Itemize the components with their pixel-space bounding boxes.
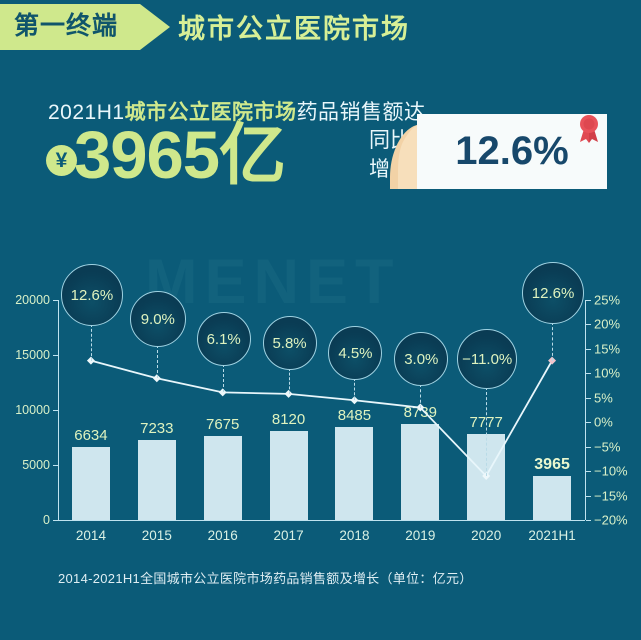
growth-card: 12.6% <box>417 114 607 189</box>
bar-value-label: 7675 <box>206 415 240 433</box>
left-axis-tick-label: 10000 <box>15 403 50 417</box>
growth-bubble: 9.0% <box>129 291 186 347</box>
line-marker <box>548 356 557 365</box>
growth-bubble: 6.1% <box>196 312 251 366</box>
growth-bubble: 12.6% <box>522 262 585 324</box>
left-axis-tick-label: 0 <box>43 513 50 527</box>
right-axis-tick-label: −20% <box>594 512 628 528</box>
growth-bubble: 12.6% <box>60 264 123 326</box>
line-marker <box>284 389 293 398</box>
bar-value-label: 6634 <box>74 427 108 445</box>
bar-value-label: 8120 <box>271 410 306 428</box>
header-banner-shape <box>0 4 170 50</box>
right-axis-tick-label: 25% <box>594 292 621 308</box>
right-axis-tick-label: −5% <box>594 439 621 455</box>
line-marker <box>86 356 95 365</box>
left-axis-tick-label: 5000 <box>22 458 50 472</box>
bubble-leader-line <box>552 322 554 361</box>
chart-area: MENET 20000 15000 10000 5000 0 25% 20% 15% 10% 5%… <box>0 230 641 560</box>
hand-holding-icon <box>390 125 417 189</box>
left-axis-tick-label: 15000 <box>15 348 50 362</box>
chart-bar <box>401 423 440 520</box>
growth-bubble: 4.5% <box>328 326 383 380</box>
x-axis-tick-label: 2021H1 <box>528 528 576 543</box>
right-axis-tick <box>586 520 591 521</box>
bar-value-label: 8485 <box>337 406 372 424</box>
chart-bar <box>335 426 374 520</box>
right-axis-tick <box>586 446 591 448</box>
bar-value-label: 3965 <box>534 456 570 474</box>
chart-bar <box>269 430 308 520</box>
bubble-leader-line <box>90 324 92 361</box>
watermark-text: MENET <box>145 247 401 317</box>
left-axis-tick <box>53 300 58 301</box>
headline-prefix: 2021H1 <box>48 101 125 124</box>
chart-bar <box>71 447 110 520</box>
ribbon-award-icon <box>580 115 598 143</box>
left-axis-tick-label: 20000 <box>15 293 50 307</box>
left-axis-tick <box>53 520 58 521</box>
right-axis-tick <box>586 300 591 301</box>
chart-bar <box>137 440 176 520</box>
right-axis-tick <box>586 471 591 473</box>
bubble-leader-line <box>156 345 158 379</box>
x-axis-tick-label: 2015 <box>141 528 172 543</box>
growth-card-value: 12.6% <box>455 129 569 173</box>
left-axis-tick <box>53 410 58 411</box>
headline-subtitle: 2021H1城市公立医院市场药品销售额达 <box>48 96 426 126</box>
right-axis-tick <box>586 495 591 497</box>
line-marker <box>416 403 425 412</box>
right-axis-tick-label: −15% <box>594 488 628 504</box>
header: 第一终端 城市公立医院市场 <box>0 0 641 54</box>
left-axis-tick <box>53 355 58 356</box>
left-axis-line <box>58 300 59 520</box>
growth-bubble: 5.8% <box>262 316 317 370</box>
left-axis-tick <box>53 465 58 466</box>
yen-currency-icon: ¥ <box>46 145 77 176</box>
right-axis-tick <box>586 422 591 424</box>
line-marker <box>152 374 161 383</box>
right-axis-tick-label: 20% <box>594 316 621 332</box>
right-axis-tick-label: −10% <box>594 463 628 479</box>
right-axis-line <box>585 300 586 520</box>
x-axis-tick-label: 2020 <box>471 528 502 543</box>
chart-bar <box>533 476 572 520</box>
x-axis-tick-label: 2014 <box>75 528 106 543</box>
bar-value-label: 7233 <box>140 420 174 438</box>
page-title: 城市公立医院市场 <box>178 14 410 44</box>
right-axis-tick <box>586 324 591 326</box>
right-axis-tick <box>586 348 591 350</box>
growth-line-series <box>86 356 557 480</box>
growth-bubble: 3.0% <box>394 332 449 386</box>
x-axis-tick-label: 2018 <box>339 528 370 543</box>
line-marker <box>482 472 491 480</box>
growth-bubble: −11.0% <box>457 329 518 389</box>
chart-bar <box>203 435 242 520</box>
headline-big-value: 3965亿 <box>74 118 286 193</box>
x-axis-line <box>58 520 585 521</box>
chart-caption: 2014-2021H1全国城市公立医院市场药品销售额及增长（单位：亿元） <box>58 571 473 586</box>
headline-block: 2021H1城市公立医院市场药品销售额达 ¥ 3965亿 同比 增长 12.6% <box>0 96 641 208</box>
bubble-leader-line <box>222 364 224 393</box>
bubble-leader-line <box>288 368 290 394</box>
line-marker <box>350 396 359 405</box>
header-banner-label: 第一终端 <box>14 12 119 40</box>
right-axis-tick-label: 10% <box>594 365 621 381</box>
right-axis-tick-label: 15% <box>594 341 621 357</box>
bubble-leader-line <box>486 387 488 476</box>
x-axis-tick-label: 2016 <box>207 528 238 543</box>
headline-accent: 城市公立医院市场 <box>124 101 297 124</box>
bubble-leader-line <box>354 378 356 401</box>
right-axis-tick-label: 0% <box>594 414 613 430</box>
x-axis-tick-label: 2017 <box>273 528 304 543</box>
line-marker <box>218 388 227 397</box>
headline-suffix: 药品销售额达 <box>296 101 426 124</box>
right-axis-tick-label: 5% <box>594 390 613 406</box>
right-axis-tick <box>586 373 591 375</box>
bubble-leader-line <box>420 384 422 408</box>
right-axis-tick <box>586 397 591 399</box>
x-axis-tick-label: 2019 <box>405 528 436 543</box>
